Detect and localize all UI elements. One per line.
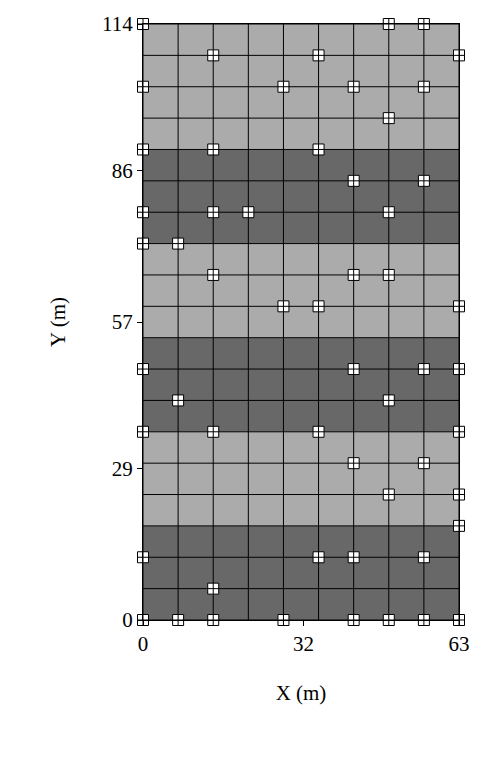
svg-text:32: 32 (293, 632, 314, 656)
svg-text:86: 86 (112, 159, 133, 183)
svg-text:63: 63 (449, 632, 470, 656)
svg-text:0: 0 (138, 632, 149, 656)
svg-text:Y (m): Y (m) (46, 297, 70, 347)
svg-text:29: 29 (112, 457, 133, 481)
svg-text:X (m): X (m) (276, 681, 327, 705)
svg-text:0: 0 (122, 608, 133, 632)
svg-text:57: 57 (112, 310, 133, 334)
svg-text:114: 114 (102, 12, 133, 36)
